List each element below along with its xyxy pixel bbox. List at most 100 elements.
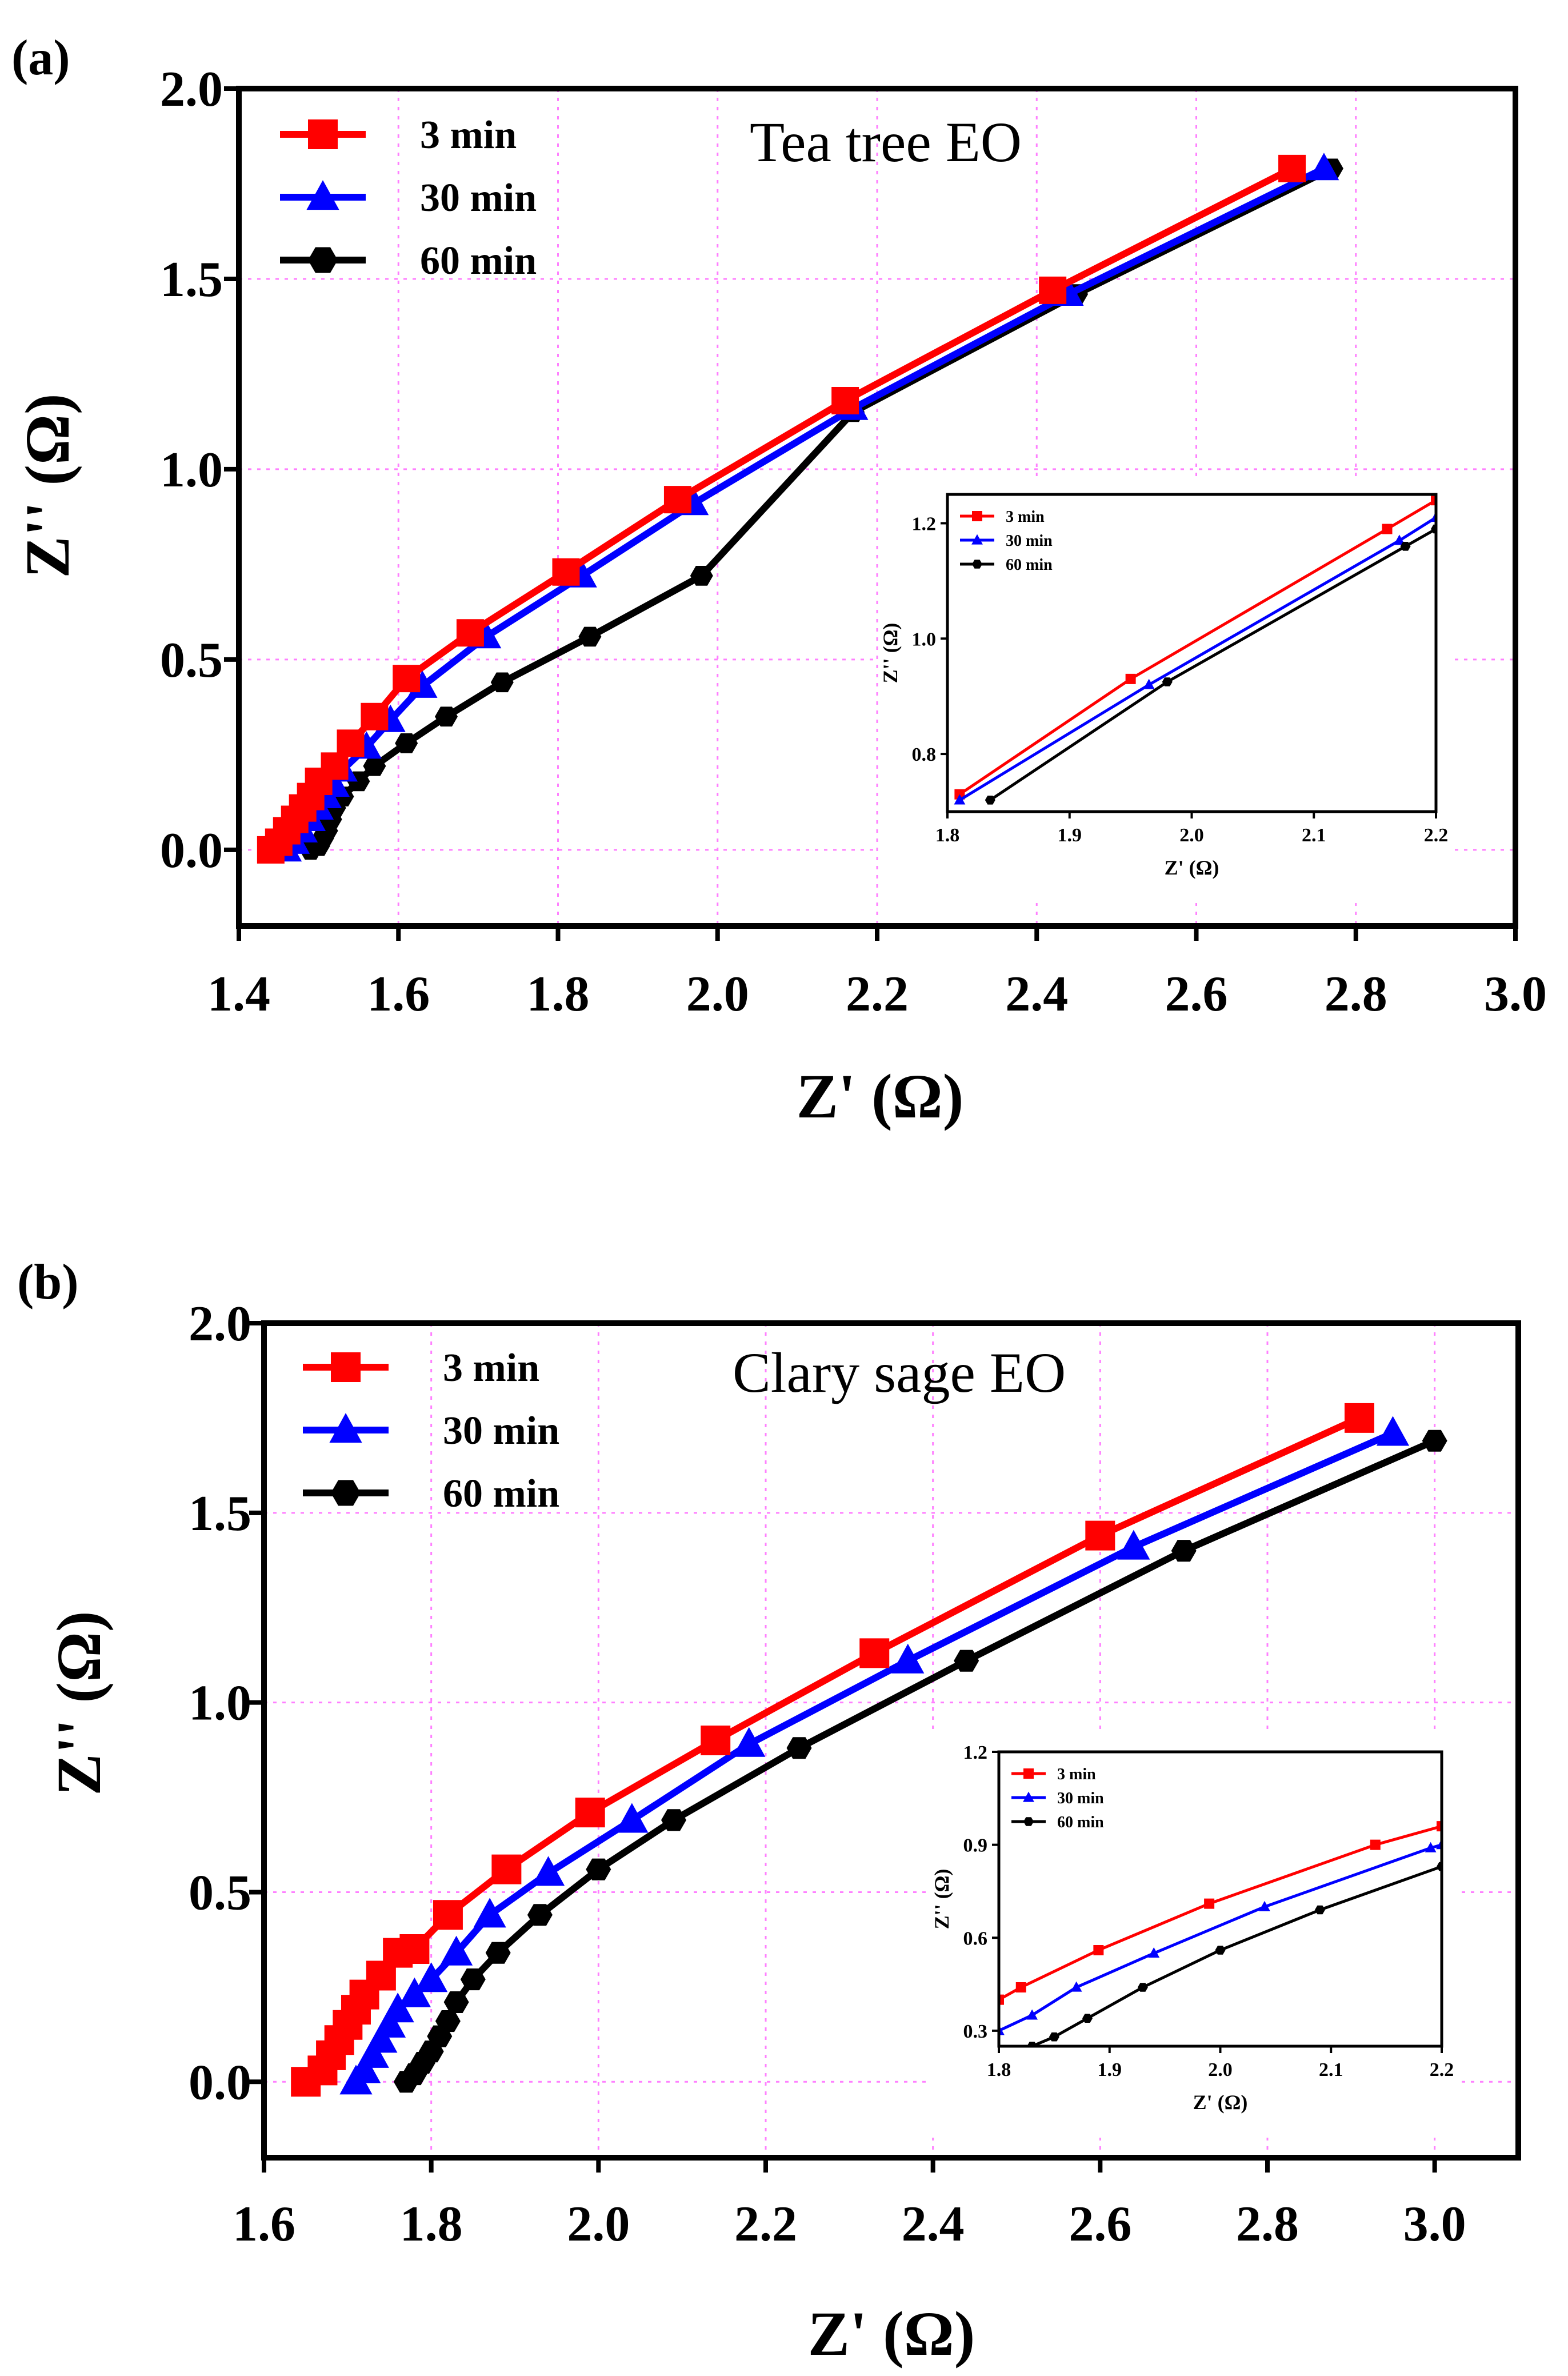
legend-label: 60 min	[420, 239, 537, 283]
inset-data-point	[1204, 1898, 1215, 1909]
legend-marker	[306, 180, 339, 210]
inset-y-tick-label: 1.0	[912, 629, 937, 650]
data-point	[363, 756, 386, 776]
inset-legend-marker	[1023, 1768, 1034, 1779]
data-point	[891, 1643, 925, 1674]
data-point	[1171, 1540, 1197, 1562]
inset-legend-marker	[1023, 1791, 1034, 1802]
inset-data-point	[1082, 2014, 1093, 2023]
inset-legend-label: 30 min	[1057, 1790, 1104, 1807]
inset-legend-label: 60 min	[1006, 556, 1053, 574]
inset-legend-marker	[1023, 1817, 1034, 1826]
y-tick-labels: 0.0 0.5 1.0 1.5 2.0	[160, 62, 223, 878]
data-point	[552, 558, 580, 586]
x-tick-label: 2.2	[846, 967, 909, 1022]
data-point	[348, 2053, 381, 2083]
data-point	[954, 1650, 979, 1672]
inset-chart: 1.8 1.9 2.0 2.1 2.2 0.3 0.6 0.9 1.2 Z' (Ω) Z'' (Ω)…	[930, 1735, 1459, 2138]
inset-legend-label: 3 min	[1057, 1766, 1096, 1783]
data-point	[439, 1935, 473, 1966]
x-tick-label: 2.8	[1325, 967, 1387, 1022]
inset-data-point	[1382, 524, 1393, 534]
data-point	[435, 2010, 461, 2032]
legend: 3 min 30 min 60 min	[303, 1346, 559, 1516]
inset-chart: 1.8 1.9 2.0 2.1 2.2 0.8 1.0 1.2 Z' (Ω) Z'' (Ω) 3 m…	[879, 477, 1453, 903]
inset-data-point	[1393, 534, 1405, 545]
inset-data-point	[1093, 1944, 1104, 1955]
inset-x-tick-label: 2.1	[1302, 825, 1326, 846]
inset-y-tick-label: 0.8	[912, 744, 937, 765]
inset-background	[879, 477, 1453, 903]
legend: 3 min 30 min 60 min	[280, 113, 537, 283]
y-tick-label: 0.5	[160, 633, 223, 688]
inset-x-tick-label: 2.1	[1319, 2059, 1343, 2081]
data-point	[393, 665, 421, 693]
x-tick-label: 2.0	[686, 967, 749, 1022]
inset-x-axis-label: Z' (Ω)	[1165, 856, 1219, 879]
inset-legend-label: 60 min	[1057, 1814, 1104, 1831]
inset-y-tick-label: 0.6	[963, 1928, 988, 1949]
inset-legend-label: 3 min	[1006, 508, 1045, 526]
data-point	[575, 1798, 605, 1828]
legend-label: 3 min	[420, 113, 517, 157]
inset-data-point	[1400, 542, 1411, 551]
legend-label: 30 min	[420, 176, 537, 220]
inset-y-tick-label: 0.9	[963, 1835, 988, 1856]
data-point	[435, 706, 458, 727]
y-tick-label: 1.0	[160, 442, 223, 498]
legend-label: 60 min	[443, 1472, 559, 1516]
x-tick-labels: 1.6 1.8 2.0 2.2 2.4 2.6 2.8 3.0	[233, 2197, 1466, 2252]
data-point	[415, 1962, 448, 1992]
x-tick-label: 1.8	[527, 967, 590, 1022]
data-point	[398, 1977, 431, 2007]
data-point	[381, 1992, 414, 2023]
x-tick-label: 2.4	[1005, 967, 1068, 1022]
plot-annotation: Clary sage EO	[733, 1341, 1066, 1404]
inset-data-point	[1215, 1946, 1226, 1955]
data-point	[1376, 1416, 1410, 1446]
x-axis-label: Z' (Ω)	[797, 1061, 964, 1131]
data-point	[321, 752, 349, 780]
data-point	[460, 1968, 486, 1991]
plot-annotation: Tea tree EO	[750, 110, 1022, 174]
panel-label-b: (b)	[17, 1255, 79, 1310]
legend-label: 30 min	[443, 1409, 559, 1453]
data-point	[443, 1991, 469, 2013]
x-tick-labels: 1.4 1.6 1.8 2.0 2.2 2.4 2.6 2.8 3.0	[207, 967, 1547, 1022]
data-point	[1344, 1403, 1374, 1433]
panel-label-a: (a)	[11, 30, 70, 86]
inset-y-tick-label: 1.2	[912, 513, 937, 534]
data-point	[473, 1898, 506, 1928]
inset-data-point	[1143, 678, 1155, 689]
legend-marker	[331, 1480, 361, 1506]
data-point	[701, 1726, 731, 1755]
panel-b: (b) 1.6 1.8 2.0 2.2 2.4 2.6 2.8 3.0 0.0 0.5 1.0 1.…	[17, 1255, 1521, 2369]
y-tick-label: 1.5	[189, 1486, 251, 1542]
data-point	[690, 566, 713, 586]
inset-data-point	[1425, 1842, 1437, 1852]
x-tick-label: 2.6	[1069, 2197, 1131, 2252]
legend-marker	[331, 1352, 361, 1382]
x-tick-label: 1.6	[233, 2197, 295, 2252]
inset-data-point	[1026, 2009, 1038, 2020]
y-tick-labels: 0.0 0.5 1.0 1.5 2.0	[189, 1296, 251, 2110]
inset-series-line-60-min	[989, 528, 1436, 801]
inset-data-point	[1162, 677, 1173, 686]
axis-ticks	[224, 86, 1518, 941]
inset-legend-marker	[972, 511, 982, 521]
legend-marker	[308, 247, 338, 273]
panel-a: (a) 1.4 1.6 1.8 2.0 2.2 2.4 2.6 2.8 3.0 0.0 0.5 1.…	[11, 30, 1547, 1131]
x-tick-label: 1.8	[400, 2197, 463, 2252]
data-point	[395, 733, 418, 753]
inset-x-tick-label: 1.8	[987, 2059, 1011, 2081]
x-tick-label: 3.0	[1403, 2197, 1466, 2252]
x-tick-label: 2.0	[567, 2197, 630, 2252]
inset-x-tick-label: 2.0	[1208, 2059, 1233, 2081]
legend-marker	[329, 1413, 362, 1443]
data-point	[456, 619, 484, 647]
data-point	[531, 1856, 565, 1886]
x-axis-label: Z' (Ω)	[808, 2299, 975, 2369]
inset-x-tick-label: 2.2	[1430, 2059, 1454, 2081]
inset-data-point	[1314, 1905, 1325, 1915]
